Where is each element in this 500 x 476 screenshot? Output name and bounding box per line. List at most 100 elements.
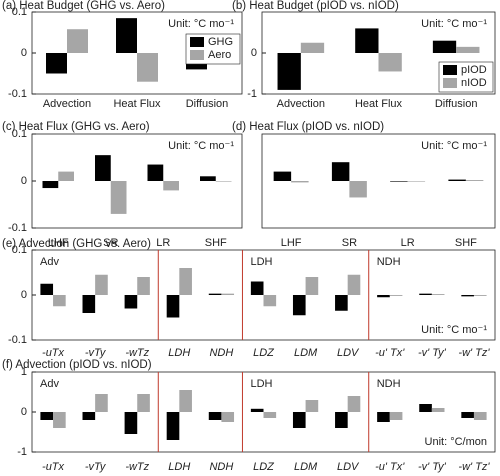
bar xyxy=(42,181,59,189)
unit-annotation: Unit: °C mo⁻¹ xyxy=(421,18,487,30)
x-tick-label: Diffusion xyxy=(435,98,478,110)
bar xyxy=(53,412,66,428)
bar xyxy=(250,281,264,295)
axes-box xyxy=(261,133,496,229)
bar xyxy=(461,295,474,297)
x-tick-label: Advection xyxy=(277,98,325,110)
x-tick-label: -uTx xyxy=(42,461,65,473)
panel-title: (e) Advection (GHG vs. Aero) xyxy=(2,238,151,250)
bar xyxy=(67,29,88,53)
y-tick-label: 0.1 xyxy=(12,244,27,256)
x-tick-label: NDH xyxy=(209,347,233,359)
bar xyxy=(58,171,74,181)
bar xyxy=(95,394,108,412)
x-tick-label: LDH xyxy=(168,347,190,359)
y-tick-label: -1 xyxy=(247,88,257,100)
x-tick-label: -v' Ty' xyxy=(418,347,447,359)
bar xyxy=(291,181,309,183)
x-tick-label: -vTy xyxy=(85,347,107,359)
x-tick-label: NDH xyxy=(209,461,233,473)
bar xyxy=(82,412,96,420)
x-tick-label: -uTx xyxy=(42,347,65,359)
x-tick-label: -u' Tx' xyxy=(375,347,405,359)
bar xyxy=(53,295,66,307)
bar xyxy=(124,412,138,434)
panel-title: (a) Heat Budget (GHG vs. Aero) xyxy=(2,0,165,12)
bar xyxy=(331,162,350,181)
bar xyxy=(166,295,180,318)
x-tick-label: -v' Ty' xyxy=(418,461,447,473)
x-tick-label: LR xyxy=(156,237,170,249)
group-label: Adv xyxy=(40,256,59,268)
bar xyxy=(473,295,487,296)
bar xyxy=(305,400,319,412)
bar xyxy=(221,412,235,422)
x-tick-label: Heat Flux xyxy=(113,98,161,110)
legend-swatch xyxy=(443,78,457,88)
y-tick-label: -0.1 xyxy=(8,334,27,346)
bar xyxy=(300,42,325,53)
bar xyxy=(292,412,306,428)
x-tick-label: LR xyxy=(401,237,415,249)
bar xyxy=(110,181,127,214)
bar xyxy=(179,268,192,295)
bar xyxy=(179,390,192,412)
bar xyxy=(208,412,222,420)
panel-title: (d) Heat Flux (pIOD vs. nIOD) xyxy=(232,121,384,133)
bar xyxy=(335,295,348,311)
bar xyxy=(163,181,179,191)
bar xyxy=(456,46,480,53)
x-tick-label: Diffusion xyxy=(186,98,229,110)
bar xyxy=(390,181,408,182)
panel-title: (b) Heat Budget (pIOD vs. nIOD) xyxy=(232,0,399,12)
group-label: LDH xyxy=(250,378,272,390)
bar xyxy=(95,155,111,181)
y-tick-label: 0 xyxy=(21,47,27,59)
legend-label: nIOD xyxy=(461,77,487,89)
y-tick-label: 0 xyxy=(251,47,257,59)
x-tick-label: -vTy xyxy=(85,461,107,473)
bar xyxy=(137,53,158,82)
bar xyxy=(40,412,54,420)
group-label: Adv xyxy=(40,378,59,390)
y-tick-label: 0 xyxy=(21,289,27,301)
bar xyxy=(166,412,180,440)
x-tick-label: Heat Flux xyxy=(355,98,403,110)
bar xyxy=(82,295,96,313)
x-tick-label: -u' Tx' xyxy=(375,461,405,473)
y-tick-label: 1 xyxy=(21,366,27,378)
x-tick-label: Advection xyxy=(43,98,91,110)
bar xyxy=(305,277,319,295)
unit-annotation: Unit: °C mo⁻¹ xyxy=(421,140,487,152)
bar xyxy=(40,283,54,295)
group-label: LDH xyxy=(250,256,272,268)
bar xyxy=(349,181,367,198)
bar xyxy=(95,274,108,295)
x-tick-label: -wTz xyxy=(125,347,149,359)
y-tick-label: -0.1 xyxy=(8,88,27,100)
bar xyxy=(465,180,484,181)
bar xyxy=(461,412,474,418)
x-tick-label: SR xyxy=(342,237,357,249)
group-label: NDH xyxy=(377,378,401,390)
x-tick-label: LDV xyxy=(337,461,360,473)
bar xyxy=(147,164,164,181)
x-tick-label: -w' Tz' xyxy=(458,347,490,359)
x-tick-label: SHF xyxy=(205,237,227,249)
legend-swatch xyxy=(190,37,204,47)
x-tick-label: -wTz xyxy=(125,461,149,473)
bar xyxy=(273,171,292,181)
x-tick-label: LDZ xyxy=(253,347,275,359)
bar xyxy=(277,53,301,90)
x-tick-label: LDV xyxy=(337,347,360,359)
unit-annotation: Unit: °C mo⁻¹ xyxy=(421,324,487,336)
group-label: NDH xyxy=(377,256,401,268)
y-tick-label: -1 xyxy=(17,446,27,458)
bar xyxy=(432,40,457,53)
x-tick-label: LDM xyxy=(294,347,318,359)
x-tick-label: LDH xyxy=(168,461,190,473)
bar xyxy=(335,412,348,428)
bar xyxy=(419,293,432,295)
legend-label: pIOD xyxy=(461,64,487,76)
